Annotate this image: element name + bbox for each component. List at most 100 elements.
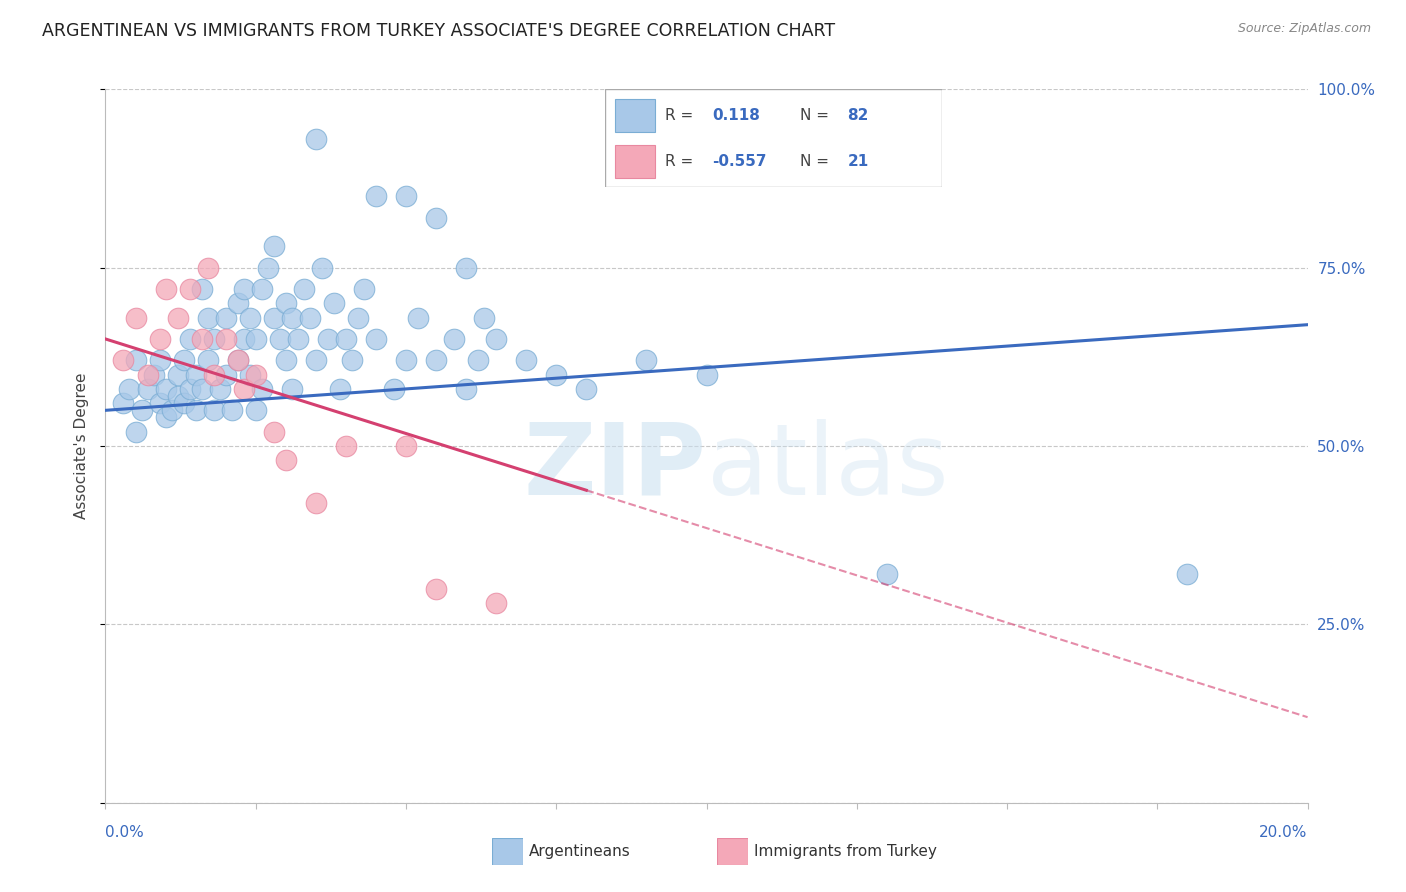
Point <box>406 310 429 325</box>
Point <box>274 296 297 310</box>
Point <box>364 189 387 203</box>
Point <box>197 310 219 325</box>
Text: R =: R = <box>665 153 693 169</box>
Point <box>155 382 177 396</box>
Point <box>190 332 212 346</box>
Point <box>184 403 207 417</box>
Point <box>179 282 201 296</box>
Point <box>136 382 159 396</box>
Point <box>575 382 598 396</box>
Point <box>876 567 898 582</box>
Point <box>208 382 231 396</box>
Point <box>160 403 183 417</box>
Point <box>485 596 508 610</box>
Point <box>202 368 225 382</box>
Point <box>636 353 658 368</box>
Y-axis label: Associate's Degree: Associate's Degree <box>75 373 90 519</box>
Point <box>382 382 405 396</box>
Point <box>232 282 254 296</box>
Text: 0.118: 0.118 <box>713 108 761 123</box>
Point <box>124 310 146 325</box>
Text: Source: ZipAtlas.com: Source: ZipAtlas.com <box>1237 22 1371 36</box>
Point <box>329 382 352 396</box>
Point <box>281 310 304 325</box>
Text: Argentineans: Argentineans <box>529 845 630 859</box>
Point <box>256 260 278 275</box>
Point <box>443 332 465 346</box>
Point <box>316 332 339 346</box>
Point <box>292 282 315 296</box>
Point <box>184 368 207 382</box>
Point <box>190 282 212 296</box>
Point <box>395 353 418 368</box>
Point <box>148 332 170 346</box>
Text: Immigrants from Turkey: Immigrants from Turkey <box>754 845 936 859</box>
Point <box>250 282 273 296</box>
Text: N =: N = <box>800 108 830 123</box>
Point <box>214 310 236 325</box>
Point <box>364 332 387 346</box>
Point <box>696 368 718 382</box>
Point <box>197 260 219 275</box>
Point <box>124 425 146 439</box>
Point <box>239 368 262 382</box>
Point <box>353 282 375 296</box>
Point <box>546 368 568 382</box>
Text: atlas: atlas <box>707 419 948 516</box>
Point <box>269 332 291 346</box>
Point <box>190 382 212 396</box>
Point <box>166 389 188 403</box>
Point <box>221 403 243 417</box>
Point <box>112 396 135 410</box>
Point <box>305 132 328 146</box>
Point <box>173 396 195 410</box>
Point <box>274 353 297 368</box>
Point <box>1175 567 1198 582</box>
Point <box>472 310 495 325</box>
Point <box>395 439 418 453</box>
Point <box>467 353 489 368</box>
FancyBboxPatch shape <box>605 89 942 187</box>
Point <box>245 403 267 417</box>
Point <box>335 439 357 453</box>
Point <box>214 332 236 346</box>
Point <box>456 382 478 396</box>
Point <box>131 403 153 417</box>
Text: R =: R = <box>665 108 693 123</box>
Point <box>142 368 165 382</box>
Point <box>148 396 170 410</box>
Point <box>263 425 285 439</box>
Point <box>305 353 328 368</box>
Point <box>485 332 508 346</box>
Point <box>136 368 159 382</box>
Point <box>263 310 285 325</box>
Point <box>425 353 447 368</box>
Point <box>118 382 141 396</box>
Point <box>281 382 304 396</box>
Text: 21: 21 <box>848 153 869 169</box>
Point <box>155 282 177 296</box>
Text: ZIP: ZIP <box>523 419 707 516</box>
Point <box>202 403 225 417</box>
Point <box>148 353 170 368</box>
Point <box>197 353 219 368</box>
Point <box>456 260 478 275</box>
Text: 0.0%: 0.0% <box>105 825 145 840</box>
Point <box>202 332 225 346</box>
Point <box>226 353 249 368</box>
Point <box>274 453 297 467</box>
Point <box>335 332 357 346</box>
Point <box>395 189 418 203</box>
Point <box>155 410 177 425</box>
Point <box>425 582 447 596</box>
Point <box>112 353 135 368</box>
Point <box>287 332 309 346</box>
Text: N =: N = <box>800 153 830 169</box>
Point <box>347 310 370 325</box>
Point <box>173 353 195 368</box>
Point <box>214 368 236 382</box>
Point <box>250 382 273 396</box>
Point <box>179 332 201 346</box>
Point <box>340 353 363 368</box>
Point <box>166 310 188 325</box>
